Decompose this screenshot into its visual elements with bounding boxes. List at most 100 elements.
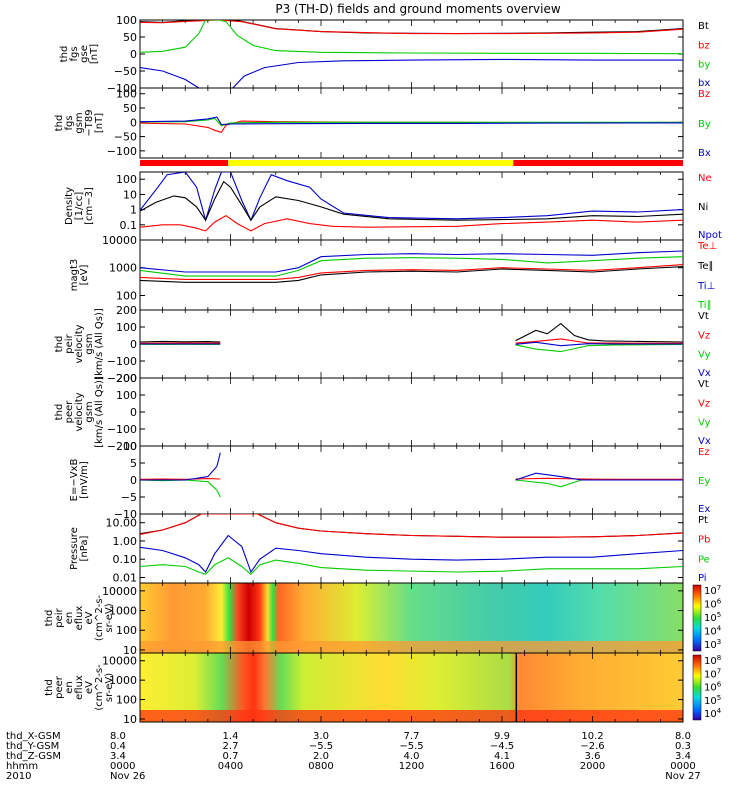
y-axis-label-line: thd <box>54 404 65 421</box>
colorbar-tick-exponent: 7 <box>717 667 721 675</box>
series-line-Ti⊥ <box>140 250 683 273</box>
legend-entry: Te∥ <box>697 261 714 272</box>
y-axis-label-line: [1/cc] <box>74 192 85 221</box>
legend-entry: Ez <box>698 447 710 458</box>
colorbar-tick-label: 105 <box>704 694 721 707</box>
y-axis-label-line: fgs <box>64 115 75 130</box>
figure-title: P3 (TH-D) fields and ground moments over… <box>275 2 560 16</box>
y-tick-label: 50 <box>123 102 137 115</box>
series-line-bz <box>140 20 683 35</box>
y-tick-label: −100 <box>107 423 137 436</box>
colorbar-tick-base: 10 <box>704 709 717 720</box>
x-axis-tick-value: 9.9 <box>494 731 510 742</box>
series-line-Vt <box>140 340 221 343</box>
legend-entry: Vt <box>698 311 709 322</box>
x-axis-tick-value: 0.3 <box>675 741 691 752</box>
y-axis-label-line: thd <box>44 610 55 627</box>
y-axis-label-line: [nT] <box>94 113 105 133</box>
series-line-Ex <box>515 472 683 481</box>
x-axis-tick-value: Nov 26 <box>110 771 145 782</box>
y-axis-label-line: thd <box>59 46 70 63</box>
colorbar-tick-base: 10 <box>704 586 717 597</box>
y-axis-label-line: en <box>64 681 75 694</box>
panel-frame <box>139 171 684 241</box>
y-tick-label: 1000 <box>109 605 137 618</box>
y-tick-label: −5 <box>121 491 137 504</box>
x-axis-row-label: thd_X-GSM <box>6 731 61 742</box>
colorbar-tick-exponent: 5 <box>717 694 721 702</box>
colorbar-tick-label: 107 <box>704 584 721 597</box>
x-axis-tick-value: 0000 <box>110 761 135 772</box>
legend-entry: Ti∥ <box>697 300 712 311</box>
series-line-Vx <box>515 341 683 347</box>
x-axis-tick-value: 8.0 <box>110 731 126 742</box>
y-tick-label: 0 <box>130 474 137 487</box>
y-axis-label-line: velocity <box>74 324 85 363</box>
x-axis-tick-value: 10.2 <box>581 731 603 742</box>
y-tick-label: 0.1 <box>120 219 138 232</box>
y-tick-label: 100 <box>116 289 137 302</box>
x-axis-tick-value: 2.0 <box>313 751 329 762</box>
y-axis-label-line: sr-eV) <box>104 603 115 632</box>
colorbar-tick-label: 105 <box>704 611 721 624</box>
y-tick-label: −50 <box>114 65 137 78</box>
y-axis-label-line: [nT] <box>89 44 100 64</box>
colorbar-tick-label: 106 <box>704 681 722 694</box>
colorbar-tick-base: 10 <box>704 683 717 694</box>
y-tick-label: 1000 <box>109 674 137 687</box>
series-line-Bx <box>140 116 683 126</box>
x-axis-tick-value: 0.4 <box>110 741 126 752</box>
legend-entry: Bx <box>698 148 711 159</box>
colorbar-tick-label: 106 <box>704 598 722 611</box>
x-axis-tick-value: 3.4 <box>110 751 126 762</box>
legend-entry: bz <box>698 40 710 51</box>
y-tick-label: 100 <box>116 389 137 402</box>
legend-entry: Vt <box>698 379 709 390</box>
y-axis-label-line: peir <box>64 333 75 353</box>
y-axis-label-line: eflux <box>74 675 85 700</box>
y-axis-label-line: [mV/m] <box>79 461 90 499</box>
legend-entry: Te⊥ <box>697 241 717 252</box>
y-tick-label: −100 <box>107 355 137 368</box>
panel-peir_velocity: 200 100 0 −100 −200 thd peir velocity gsm [km/s (… <box>54 304 711 385</box>
legend-entry: Pe <box>698 554 710 565</box>
series-line-Vz <box>515 338 683 344</box>
colorbar-tick-exponent: 4 <box>717 707 722 715</box>
legend-entry: Ne <box>698 173 712 184</box>
y-axis-label-line: sr-eV) <box>104 673 115 702</box>
y-tick-label: 10.00 <box>106 517 138 530</box>
colorbar-tick-label: 103 <box>704 638 721 651</box>
x-axis-tick-value: 8.0 <box>675 731 691 742</box>
colorbar-tick-base: 10 <box>704 640 717 651</box>
y-axis-label-line: en <box>64 612 75 625</box>
x-axis-row-label: thd_Y-GSM <box>6 741 59 752</box>
colorbar-tick-base: 10 <box>704 656 717 667</box>
series-line-Te⊥ <box>140 264 683 280</box>
series-line-Ey <box>140 479 221 498</box>
legend-entry: Vy <box>698 350 711 361</box>
colorbar-tick-label: 104 <box>704 625 722 638</box>
colorbar-tick-exponent: 6 <box>717 681 722 689</box>
y-axis-label-line: magt3 <box>69 259 80 292</box>
legend-entry: Vx <box>698 436 711 447</box>
colorbar-tick-exponent: 7 <box>717 584 721 592</box>
y-axis-label-line: Pressure <box>69 527 80 570</box>
x-axis-tick-value: 1600 <box>489 761 514 772</box>
y-axis-label-line: velocity <box>74 392 85 431</box>
series-line-Ti∥ <box>140 256 683 277</box>
y-axis-label-line: gsm <box>84 333 95 354</box>
x-axis-tick-value: 2000 <box>580 761 605 772</box>
region-bar-segment <box>140 160 229 166</box>
y-tick-label: 1.00 <box>113 535 138 548</box>
y-tick-label: 0 <box>130 48 137 61</box>
y-axis-label-line: peer <box>64 400 75 424</box>
y-axis-label-line: fgs <box>69 46 80 61</box>
colorbar-tick-exponent: 4 <box>717 625 722 633</box>
legend-entry: Pi <box>698 573 707 584</box>
panel-temperature: 10000 1000 100 magt3 [eV] Te⊥ Te∥ Ti⊥ Ti∥ <box>69 234 717 311</box>
x-axis-row-label: hhmm <box>6 761 38 772</box>
series-line-Vy <box>515 343 683 353</box>
